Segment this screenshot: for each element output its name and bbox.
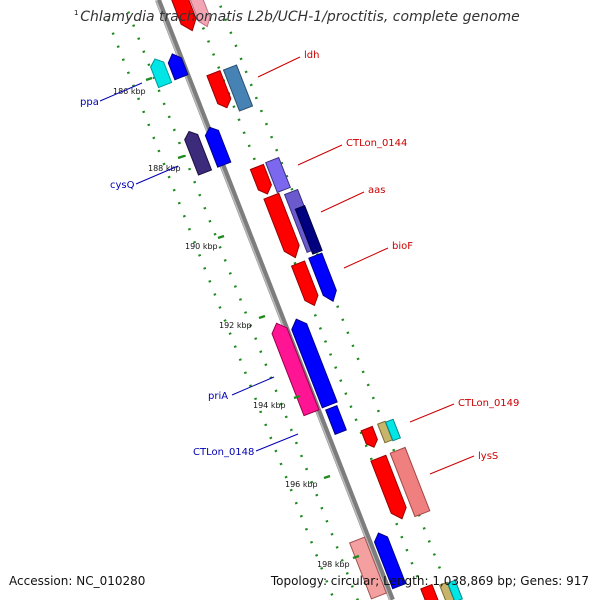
gene-label-ctlon-0149: CTLon_0149 — [458, 398, 519, 409]
gene-label-ldh: ldh — [304, 50, 319, 61]
leader-line — [409, 403, 455, 423]
genome-backbone-highlight — [155, 0, 391, 600]
tick-label: 188 kbp — [148, 164, 181, 173]
leader-line — [231, 376, 275, 396]
guide-track — [127, 11, 359, 600]
tick-mark — [258, 314, 266, 320]
leader-line — [343, 247, 389, 269]
leader-line — [255, 433, 299, 452]
leader-line — [429, 455, 475, 475]
tick-mark — [177, 154, 185, 160]
gene-features — [150, 0, 464, 600]
tick-label: 192 kbp — [219, 321, 252, 330]
gene-label-ctlon-0144: CTLon_0144 — [346, 138, 407, 149]
gene-arrow — [206, 70, 232, 109]
gene-arrow — [325, 405, 347, 435]
gene-labels: ldh CTLon_0144 aas bioF CTLon_0149 lysS … — [80, 50, 519, 462]
tick-label: 198 kbp — [317, 560, 350, 569]
gene-arrow — [150, 58, 173, 89]
accession-text: Accession: NC_010280 — [9, 574, 146, 588]
tick-mark — [217, 234, 225, 240]
gene-label-ppa: ppa — [80, 97, 99, 108]
gene-arrow — [265, 156, 291, 194]
gene-arrow — [373, 532, 407, 590]
kbp-tick-labels: 186 kbp 188 kbp 190 kbp 192 kbp 194 kbp … — [113, 87, 350, 569]
gene-arrow — [249, 163, 272, 195]
tick-mark — [145, 76, 153, 82]
tick-mark — [323, 474, 331, 480]
leader-line — [297, 144, 343, 166]
gene-arrow — [294, 205, 323, 255]
genome-backbone — [155, 0, 395, 600]
gene-arrow — [349, 536, 387, 600]
gene-arrow — [167, 53, 189, 81]
gene-arrow — [169, 0, 197, 32]
tick-mark — [352, 554, 360, 560]
gene-label-cysq: cysQ — [110, 180, 135, 191]
gene-arrow — [290, 260, 319, 307]
gene-label-biof: bioF — [392, 241, 413, 252]
gene-arrow — [420, 583, 440, 600]
gene-arrow — [291, 318, 338, 409]
gene-arrow — [186, 0, 211, 28]
leader-line — [135, 165, 179, 185]
gene-label-lyss: lysS — [478, 451, 498, 462]
gene-arrow — [438, 581, 456, 600]
tick-label: 194 kbp — [253, 401, 286, 410]
corner-label: 1 — [74, 9, 78, 17]
label-leader-lines — [99, 56, 475, 475]
gene-label-aas: aas — [368, 185, 385, 196]
gene-arrow — [308, 252, 337, 303]
tick-mark — [293, 394, 301, 400]
guide-track — [106, 19, 336, 600]
gene-label-ctlon-0148: CTLon_0148 — [193, 447, 254, 458]
gene-arrow — [360, 425, 378, 448]
gene-arrow — [222, 64, 254, 112]
kbp-ticks — [145, 76, 360, 560]
genome-title: Chlamydia trachomatis L2b/UCH-1/proctiti… — [80, 9, 520, 25]
gene-arrow — [446, 579, 464, 600]
gene-arrow — [271, 322, 320, 417]
gene-arrow — [384, 418, 402, 442]
gene-arrow — [204, 126, 232, 168]
topology-text: Topology: circular; Length: 1,038,869 bp… — [270, 574, 589, 588]
leader-line — [99, 82, 143, 102]
gene-label-pria: priA — [208, 391, 228, 402]
leader-line — [320, 191, 365, 213]
tick-label: 196 kbp — [285, 480, 318, 489]
gene-arrow — [263, 192, 300, 259]
tick-label: 190 kbp — [185, 242, 218, 251]
gene-arrow — [370, 454, 407, 520]
tick-label: 186 kbp — [113, 87, 146, 96]
gene-arrow — [389, 446, 431, 518]
leader-line — [257, 56, 301, 78]
gene-arrow — [184, 130, 213, 176]
